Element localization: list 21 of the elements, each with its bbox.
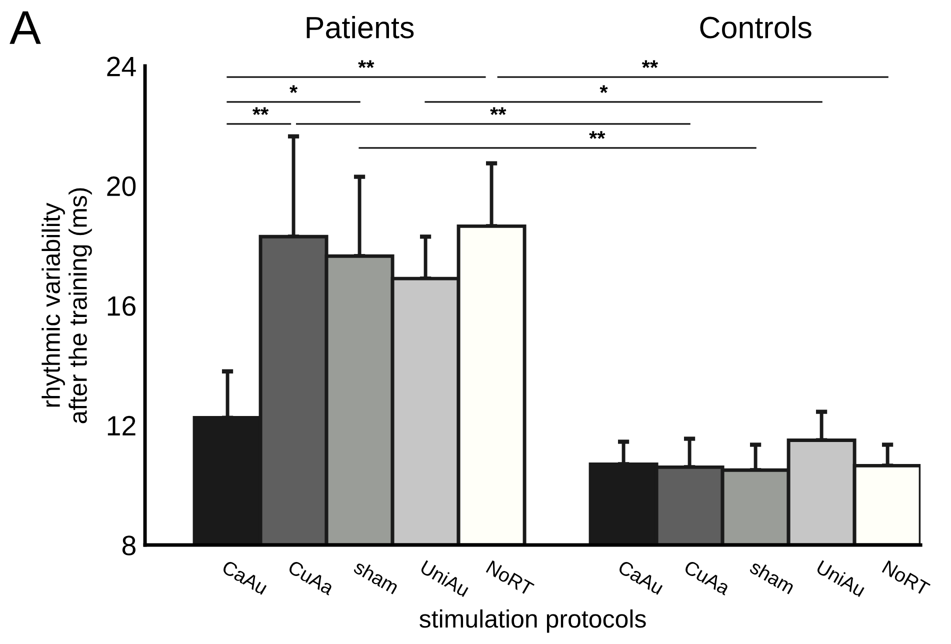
text: A [10, 11, 41, 44]
x-tick-label: CaAu [617, 560, 664, 595]
x-axis-title: stimulation protocols [420, 609, 646, 633]
x-tick-label: CaAu [221, 560, 268, 595]
annotation: ** [252, 107, 269, 115]
annotation: * [600, 85, 608, 93]
y-tick-label: 20 [107, 176, 136, 196]
y-axis-title: rhythmic variability after the training (ms) [42, 188, 92, 424]
x-tick-label: sham [352, 559, 400, 594]
annotation: ** [589, 131, 606, 139]
y-tick-label: 16 [108, 296, 136, 316]
annotation: ** [490, 107, 506, 115]
text: Controls [700, 16, 812, 38]
annotation: ** [642, 60, 658, 68]
x-tick-label: sham [748, 559, 796, 594]
annotation: * [290, 85, 298, 93]
annotation: ** [358, 60, 374, 68]
text: Patients [306, 16, 414, 38]
y-tick-label: 24 [107, 56, 136, 76]
y-tick-label: 12 [108, 416, 136, 436]
y-tick-label: 8 [122, 536, 136, 556]
